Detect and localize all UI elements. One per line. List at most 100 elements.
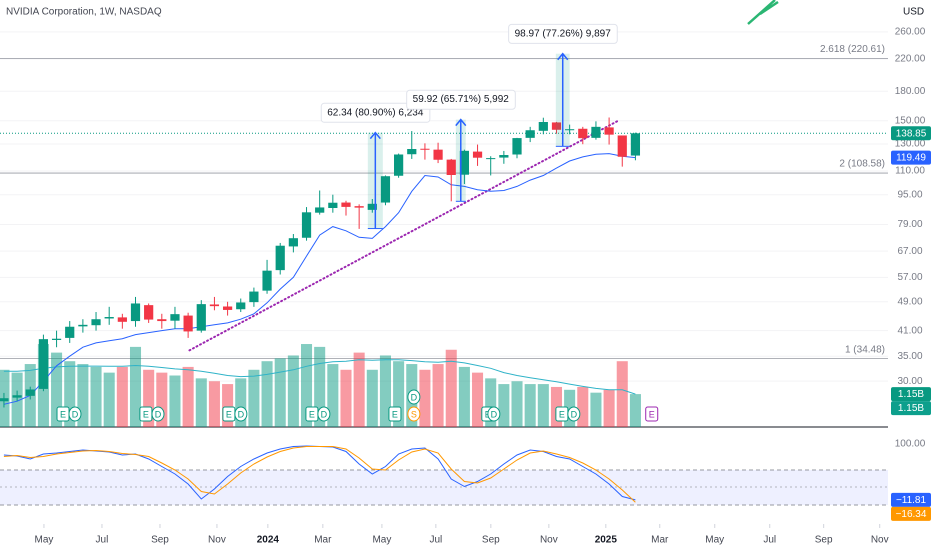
candle-body <box>525 130 535 138</box>
measure-arrowhead <box>557 52 569 61</box>
volume-bar <box>327 364 339 427</box>
x-tick-label: May <box>705 535 724 546</box>
candle-body <box>0 398 9 402</box>
osc-value-label: −16.34 <box>896 509 927 520</box>
candle-body <box>604 127 614 135</box>
event-label: D <box>238 409 245 419</box>
last-price-label: 138.85 <box>896 128 927 139</box>
candle-body <box>315 207 325 213</box>
x-tick-label: Mar <box>651 535 669 546</box>
candle-body <box>249 291 259 303</box>
candle-body <box>288 238 298 247</box>
volume-bar <box>300 344 313 427</box>
y-tick-label: 130.00 <box>895 139 926 150</box>
last-price-label-box <box>891 126 931 141</box>
candle-body <box>65 326 75 338</box>
candle-body <box>341 202 351 207</box>
volume-bar <box>511 381 523 427</box>
volume-bar <box>379 355 391 427</box>
volume-bar <box>524 384 536 427</box>
event-label: E <box>392 409 398 419</box>
volume-bar <box>64 361 76 427</box>
measure-label: 98.97 (77.26%) 9,897 <box>515 28 612 39</box>
ma-value-label-box <box>891 150 931 165</box>
y-tick-label: 260.00 <box>895 26 926 37</box>
level-label: 1 (34.48) <box>845 344 885 355</box>
event-marker <box>68 406 82 422</box>
event-marker <box>487 406 501 422</box>
candle-body <box>262 270 272 291</box>
candle-body <box>12 395 22 398</box>
x-tick-label: 2025 <box>595 535 618 546</box>
y-tick-label: 67.00 <box>897 246 922 257</box>
event-marker <box>407 406 421 422</box>
volume-bar <box>116 366 128 427</box>
y-tick-label: 57.00 <box>897 272 922 283</box>
volume-bar <box>90 366 102 427</box>
volume-ma-value-label: 1.15B <box>898 403 924 414</box>
event-marker <box>407 389 421 405</box>
volume-value-label-box <box>891 387 931 402</box>
candle-body <box>236 302 246 310</box>
y-tick-label: 41.00 <box>897 325 922 336</box>
event-marker <box>645 406 659 422</box>
logo <box>747 0 779 25</box>
candle-body <box>630 133 641 156</box>
x-tick-label: Jul <box>429 535 442 546</box>
volume-bar <box>537 384 549 427</box>
volume-bar <box>498 384 510 427</box>
trend-line <box>188 118 621 352</box>
x-tick-label: Mar <box>314 535 332 546</box>
candle-body <box>275 245 285 271</box>
x-tick-label: Sep <box>815 535 833 546</box>
y-tick-label: 79.00 <box>897 219 922 230</box>
volume-bar <box>629 394 641 427</box>
volume-bar <box>485 378 497 427</box>
event-label: E <box>226 409 232 419</box>
osc-value-label-box <box>891 492 931 507</box>
candle-body <box>104 317 114 319</box>
volume-bar <box>432 364 444 427</box>
measure-arrowhead <box>369 131 381 140</box>
candle-body <box>407 149 417 155</box>
y-tick-label: 35.00 <box>897 351 922 362</box>
osc-tick-label: 100.00 <box>895 439 926 450</box>
volume-bar <box>458 366 470 427</box>
y-tick-label: 220.00 <box>895 53 926 64</box>
measure-label-box <box>406 89 516 110</box>
candle-body <box>446 159 456 175</box>
x-tick-label: Sep <box>482 535 500 546</box>
volume-bar <box>314 346 326 427</box>
candle-body <box>328 202 338 208</box>
y-tick-label: 110.00 <box>895 166 925 177</box>
volume-bar <box>287 355 299 427</box>
volume-bar <box>195 378 207 427</box>
x-tick-label: Nov <box>540 535 558 546</box>
candle-body <box>196 304 206 331</box>
oscillator-line <box>3 446 636 503</box>
candle-body <box>538 121 548 131</box>
candle-body <box>551 122 562 130</box>
event-label: D <box>155 409 162 419</box>
volume-bar <box>182 366 194 427</box>
event-marker <box>317 406 331 422</box>
volume-bar <box>235 378 247 427</box>
volume-bar <box>603 389 615 427</box>
volume-bar <box>77 364 89 427</box>
candle-body <box>144 305 154 320</box>
osc-value-label: −11.81 <box>896 495 927 506</box>
volume-bar <box>261 361 273 427</box>
level-label: 2 (108.58) <box>839 159 885 170</box>
volume-bar <box>169 375 181 427</box>
volume-ma-value-label-box <box>891 401 931 416</box>
candle-body <box>472 151 483 158</box>
candle-body <box>354 206 364 208</box>
candle-body <box>367 203 377 210</box>
x-tick-label: 2024 <box>257 535 280 546</box>
candle-body <box>380 176 391 203</box>
volume-bar <box>143 369 155 427</box>
measure-label-box <box>508 23 618 44</box>
x-tick-label: Nov <box>208 535 226 546</box>
volume-value-label: 1.15B <box>898 389 924 400</box>
